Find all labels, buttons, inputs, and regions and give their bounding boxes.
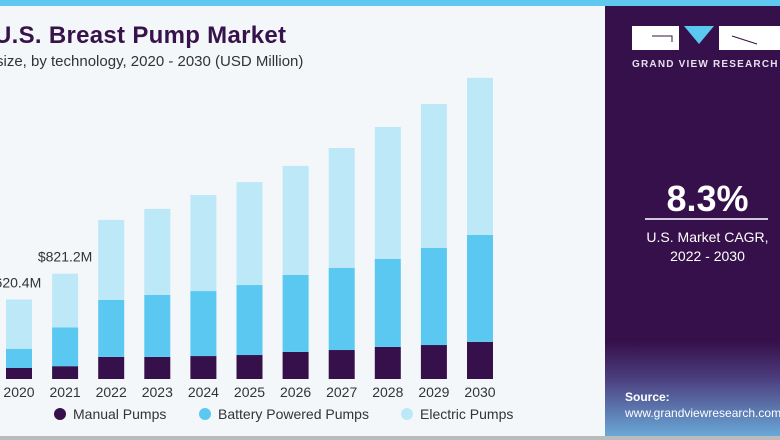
bar-electric-pumps-2027 [328, 147, 355, 268]
legend-label: Electric Pumps [420, 406, 513, 422]
x-tick-label: 2025 [234, 384, 265, 400]
legend-label: Manual Pumps [73, 406, 166, 422]
bar-battery-powered-pumps-2025 [236, 285, 263, 356]
bottom-border [0, 436, 780, 440]
bar-electric-pumps-2029 [420, 104, 447, 248]
info-panel: GRAND VIEW RESEARCH 8.3% U.S. Market CAG… [605, 6, 780, 436]
x-tick-label: 2028 [372, 384, 403, 400]
bar-battery-powered-pumps-2030 [467, 234, 493, 342]
bar-battery-powered-pumps-2020 [6, 348, 32, 368]
bar-battery-powered-pumps-2023 [144, 294, 171, 357]
x-tick-label: 2026 [280, 384, 311, 400]
legend-marker-icon [401, 408, 413, 420]
bar-manual-pumps-2024 [190, 356, 217, 379]
x-tick-label: 2023 [142, 384, 173, 400]
data-label: $821.2M [38, 249, 92, 265]
bar-electric-pumps-2026 [282, 165, 309, 275]
grand-view-research-logo-icon [632, 26, 780, 50]
divider [645, 218, 768, 220]
bar-battery-powered-pumps-2028 [374, 259, 401, 347]
bar-manual-pumps-2022 [98, 356, 125, 379]
cagr-label-line2: 2022 - 2030 [670, 248, 745, 264]
bar-manual-pumps-2021 [52, 366, 79, 379]
x-tick-label: 2021 [50, 384, 81, 400]
brand-name: GRAND VIEW RESEARCH [632, 59, 779, 70]
bar-electric-pumps-2021 [52, 273, 79, 328]
cagr-value: 8.3% [666, 178, 749, 219]
bar-battery-powered-pumps-2027 [328, 267, 355, 351]
x-tick-label: 2022 [96, 384, 127, 400]
bar-manual-pumps-2029 [420, 345, 447, 379]
bar-manual-pumps-2028 [374, 346, 401, 379]
chart-subtitle: size, by technology, 2020 - 2030 (USD Mi… [0, 53, 304, 70]
cagr-label: U.S. Market CAGR, 2022 - 2030 [605, 228, 780, 266]
x-tick-label: 2024 [188, 384, 219, 400]
legend-marker-icon [54, 408, 66, 420]
cagr-label-line1: U.S. Market CAGR, [646, 229, 769, 245]
bar-manual-pumps-2026 [282, 351, 309, 379]
stacked-bar-chart: 2020 2021 2022 2023 2024 2025 2026 2027 2028 2029… [0, 77, 513, 422]
bar-electric-pumps-2023 [144, 208, 171, 295]
bar-electric-pumps-2025 [236, 182, 263, 286]
bar-battery-powered-pumps-2021 [52, 327, 79, 367]
x-tick-label: 2027 [326, 384, 357, 400]
bar-manual-pumps-2030 [467, 341, 493, 379]
bar-manual-pumps-2025 [236, 355, 263, 379]
x-tick-label: 2030 [464, 384, 495, 400]
x-tick-label: 2020 [3, 384, 34, 400]
bar-manual-pumps-2020 [6, 367, 32, 379]
bar-battery-powered-pumps-2026 [282, 274, 309, 352]
bar-electric-pumps-2030 [467, 77, 493, 235]
legend-label: Battery Powered Pumps [218, 406, 369, 422]
x-tick-label: 2029 [418, 384, 449, 400]
source-label: Source: [625, 390, 670, 404]
top-accent-bar [0, 0, 780, 6]
bar-electric-pumps-2022 [98, 219, 125, 300]
bar-electric-pumps-2024 [190, 195, 217, 292]
bar-electric-pumps-2028 [374, 126, 401, 259]
bar-manual-pumps-2027 [328, 350, 355, 379]
bar-manual-pumps-2023 [144, 356, 171, 379]
bar-battery-powered-pumps-2024 [190, 291, 217, 357]
source-url[interactable]: www.grandviewresearch.com [625, 406, 780, 420]
bar-battery-powered-pumps-2029 [420, 247, 447, 346]
legend-marker-icon [199, 408, 211, 420]
data-label: $620.4M [0, 274, 41, 290]
bar-battery-powered-pumps-2022 [98, 299, 125, 357]
chart-title: U.S. Breast Pump Market [0, 22, 287, 49]
bar-electric-pumps-2020 [6, 299, 32, 349]
